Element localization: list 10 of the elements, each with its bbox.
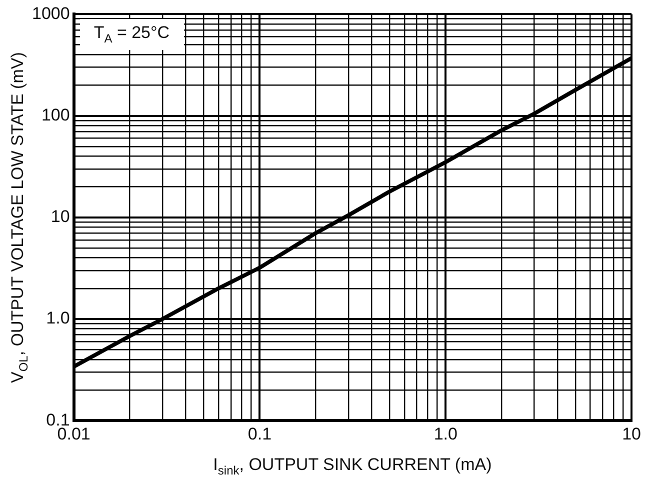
y-tick-label: 10 <box>50 207 70 226</box>
annotation: T$_{A}$ = 25°C <box>80 19 184 50</box>
x-tick-label: 10 <box>622 424 642 444</box>
y-tick-label: 1000 <box>32 4 70 23</box>
y-tick-label: 100 <box>41 105 70 124</box>
x-tick-label: 0.1 <box>248 424 272 444</box>
x-tick-label: 1.0 <box>434 424 458 444</box>
x-tick-label: 0.01 <box>57 424 90 444</box>
y-tick-label: 1.0 <box>46 308 70 328</box>
x-axis-title: I$_{sink}$, OUTPUT SINK CURRENT (mA) <box>213 455 492 478</box>
